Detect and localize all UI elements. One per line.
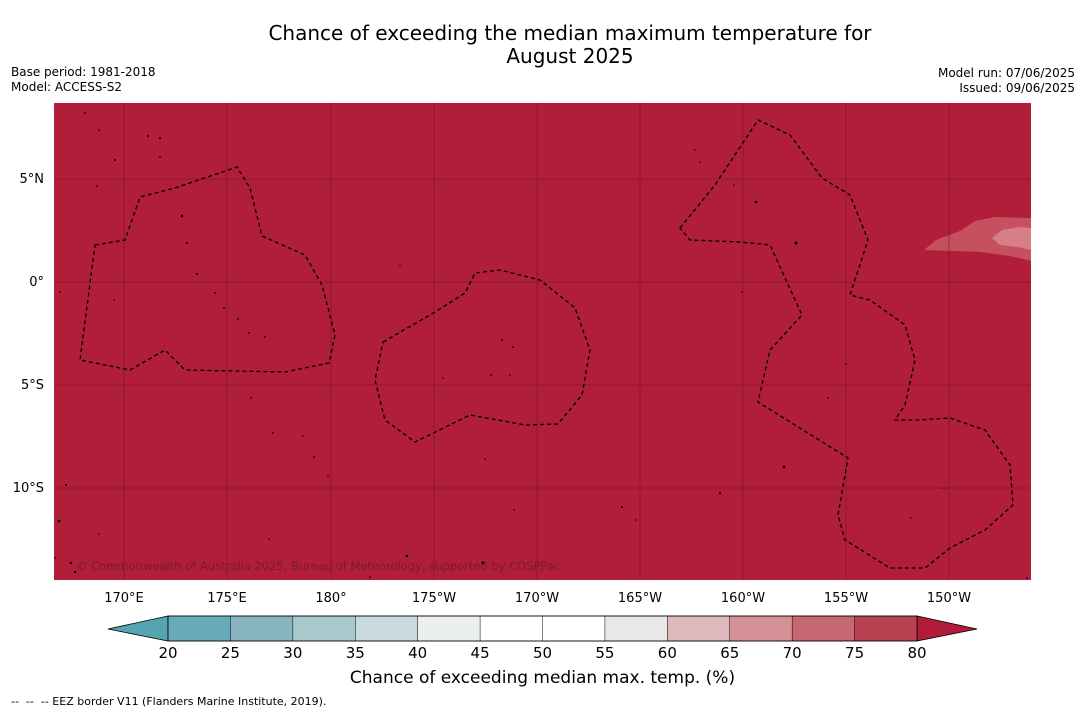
colorbar-tick-label: 60 [658, 644, 677, 662]
colorbar-segment [667, 615, 731, 642]
gridlines [54, 103, 1031, 580]
colorbar-segment [292, 615, 356, 642]
colorbar-segment [479, 615, 544, 642]
colorbar-segment [355, 615, 419, 642]
lat-labels: 5°N 0° 5°S 10°S [13, 172, 44, 496]
colorbar-low-extend [107, 615, 169, 642]
lat-label: 5°N [20, 172, 45, 187]
meta-left: Base period: 1981-2018 Model: ACCESS-S2 [11, 65, 156, 95]
title-line-2: August 2025 [506, 44, 634, 68]
colorbar-segment [854, 615, 918, 642]
title-line-1: Chance of exceeding the median maximum t… [268, 21, 872, 45]
colorbar-segment [604, 615, 668, 642]
colorbar-tick-label: 70 [783, 644, 802, 662]
colorbar-segment [167, 615, 231, 642]
attribution-text: © Commonwealth of Australia 2025, Bureau… [76, 559, 560, 573]
eez-border-northeast [679, 119, 1014, 569]
model-name: Model: ACCESS-S2 [11, 80, 123, 94]
colorbar-segment [542, 615, 606, 642]
model-run: Model run: 07/06/2025 [937, 66, 1075, 80]
lat-label: 0° [29, 275, 44, 290]
lon-label: 175°W [412, 591, 456, 606]
colorbar-ticks: 20 25 30 35 40 45 50 55 60 65 70 75 80 [158, 644, 926, 662]
colorbar: 20 25 30 35 40 45 50 55 60 65 70 75 80 [107, 615, 978, 662]
lon-label: 155°W [824, 591, 868, 606]
colorbar-tick-label: 75 [845, 644, 864, 662]
colorbar-tick-label: 30 [283, 644, 302, 662]
lon-label: 170°E [104, 591, 144, 606]
map-title: Chance of exceeding the median maximum t… [0, 22, 1085, 68]
lon-label: 165°W [618, 591, 662, 606]
colorbar-tick-label: 25 [221, 644, 240, 662]
lat-label: 10°S [13, 481, 44, 496]
colorbar-high-extend [916, 615, 978, 642]
eez-border-west [79, 166, 336, 373]
colorbar-segment [417, 615, 481, 642]
lon-label: 170°W [515, 591, 559, 606]
colorbar-segment [230, 615, 294, 642]
colorbar-tick-label: 45 [471, 644, 490, 662]
lat-label: 5°S [21, 378, 44, 393]
colorbar-tick-label: 50 [533, 644, 552, 662]
anomaly-patch-inner [992, 227, 1031, 250]
colorbar-tick-label: 80 [907, 644, 926, 662]
lon-label: 180° [315, 591, 346, 606]
colorbar-frame [167, 615, 918, 642]
colorbar-tick-label: 35 [346, 644, 365, 662]
eez-borders [79, 119, 1014, 569]
islands [54, 112, 1028, 579]
lon-label: 150°W [927, 591, 971, 606]
lon-labels: 170°E 175°E 180° 175°W 170°W 165°W 160°W… [104, 591, 971, 606]
eez-footnote: -- -- -- EEZ border V11 (Flanders Marine… [11, 695, 327, 708]
issued-date: Issued: 09/06/2025 [959, 81, 1075, 95]
colorbar-segment [791, 615, 856, 642]
lon-label: 160°W [721, 591, 765, 606]
map-field [54, 103, 1031, 580]
colorbar-tick-label: 55 [595, 644, 614, 662]
anomaly-patch [924, 217, 1031, 261]
colorbar-segment [729, 615, 793, 642]
colorbar-tick-label: 65 [720, 644, 739, 662]
lon-label: 175°E [207, 591, 247, 606]
meta-right: Model run: 07/06/2025 Issued: 09/06/2025 [938, 66, 1075, 96]
base-period: Base period: 1981-2018 [11, 65, 156, 79]
colorbar-tick-label: 20 [158, 644, 177, 662]
eez-border-central [374, 269, 591, 443]
colorbar-label: Chance of exceeding median max. temp. (%… [349, 668, 736, 688]
colorbar-segments [167, 615, 918, 642]
colorbar-tick-label: 40 [408, 644, 427, 662]
